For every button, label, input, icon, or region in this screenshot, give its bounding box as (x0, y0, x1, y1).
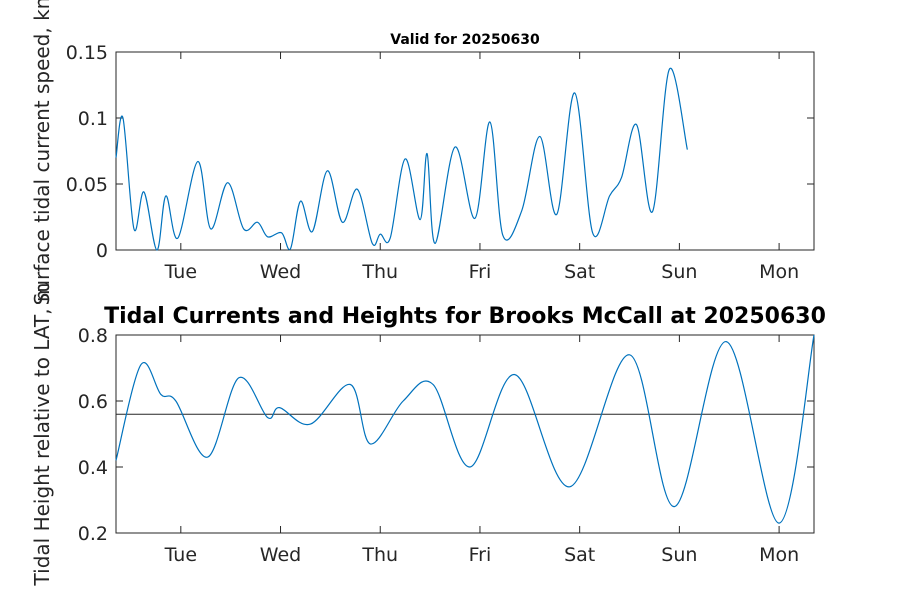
x-tick-label-sat: Sat (564, 544, 595, 566)
current-speed-y-axis-label: Surface tidal current speed, kn (30, 0, 54, 305)
tidal-height-axes-frame (115, 334, 815, 534)
y-tick-label: 0.4 (78, 457, 108, 479)
current-speed-panel: Valid for 20250630 0 0.05 0.1 0.15 Tue Wed Th… (30, 0, 815, 305)
x-tick-label-sun: Sun (661, 261, 697, 283)
x-tick-label-fri: Fri (469, 261, 492, 283)
y-tick-label: 0.8 (78, 325, 108, 347)
x-tick-label-thu: Thu (361, 544, 398, 566)
y-tick-label: 0.6 (78, 391, 108, 413)
y-tick-label: 0.2 (78, 523, 108, 545)
x-tick-label-mon: Mon (759, 261, 799, 283)
x-tick-label-wed: Wed (260, 261, 301, 283)
x-tick-label-wed: Wed (260, 544, 301, 566)
current-speed-axes-frame (115, 51, 815, 251)
x-tick-label-fri: Fri (469, 544, 492, 566)
x-tick-label-sun: Sun (661, 544, 697, 566)
current-speed-series-line (115, 67, 688, 251)
tidal-height-series-line (115, 334, 815, 524)
tidal-height-title: Tidal Currents and Heights for Brooks Mc… (104, 304, 826, 329)
y-tick-label: 0.05 (66, 174, 108, 196)
x-tick-label-tue: Tue (164, 544, 197, 566)
tidal-height-panel: Tidal Currents and Heights for Brooks Mc… (30, 283, 826, 587)
current-speed-title: Valid for 20250630 (390, 32, 540, 48)
y-tick-label: 0.1 (78, 108, 108, 130)
x-tick-label-mon: Mon (759, 544, 799, 566)
x-tick-label-sat: Sat (564, 261, 595, 283)
y-tick-label: 0 (96, 240, 108, 262)
tidal-height-y-axis-label: Tidal Height relative to LAT, m (30, 283, 54, 587)
x-tick-label-tue: Tue (164, 261, 197, 283)
x-tick-label-thu: Thu (361, 261, 398, 283)
y-tick-label: 0.15 (66, 42, 108, 64)
